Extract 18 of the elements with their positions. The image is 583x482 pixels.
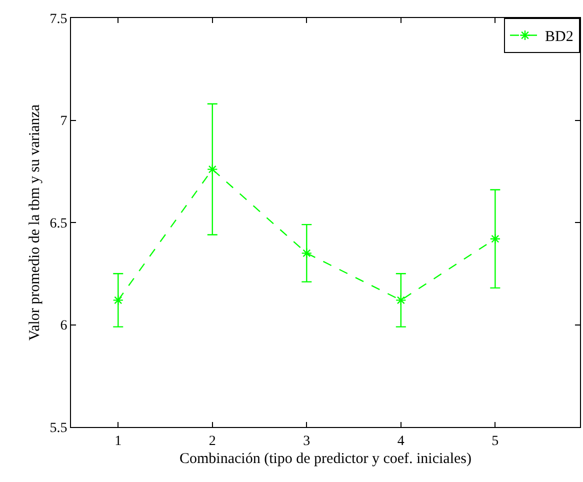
y-tick-label: 5.5 bbox=[50, 420, 68, 436]
x-tick-label: 2 bbox=[208, 434, 216, 449]
point bbox=[112, 294, 124, 306]
point bbox=[396, 294, 406, 306]
y-tick-label: 6 bbox=[60, 318, 68, 334]
y-tick-label: 7 bbox=[60, 114, 68, 130]
point bbox=[301, 248, 312, 259]
x-tick-label: 4 bbox=[397, 434, 404, 449]
point bbox=[206, 164, 218, 175]
y-axis-title: Valor promedio de la tbm y su varianza bbox=[26, 104, 43, 341]
x-tick-label: 5 bbox=[492, 434, 499, 449]
x-tick-label: 1 bbox=[114, 434, 122, 449]
x-tick-label: 3 bbox=[303, 434, 310, 449]
y-tick-label: 7.5 bbox=[50, 12, 68, 27]
point bbox=[490, 233, 501, 244]
legend-label: BD2 bbox=[545, 29, 574, 46]
y-tick-label: 6.5 bbox=[50, 216, 68, 232]
x-axis-title: Combinación (tipo de predictor y coef. iniciales) bbox=[180, 450, 472, 467]
